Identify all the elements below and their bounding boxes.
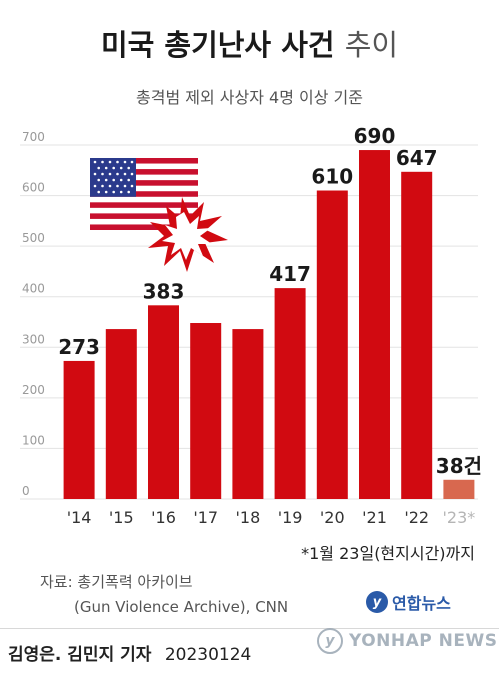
title-light: 추이 — [344, 28, 399, 62]
x-tick-label: '17 — [193, 508, 218, 527]
data-label: 273 — [58, 335, 100, 359]
title-bold: 미국 총기난사 사건 — [100, 28, 335, 62]
source-line-1: 자료: 총기폭력 아카이브 — [40, 573, 193, 591]
x-tick-label: '16 — [151, 508, 176, 527]
bar-14 — [63, 360, 95, 499]
yonhap-watermark-icon: y — [317, 628, 343, 654]
yonhap-watermark: y YONHAP NEWS — [317, 628, 497, 654]
bar-21 — [359, 150, 390, 500]
bar-17 — [190, 323, 222, 499]
bar-16 — [148, 305, 179, 499]
watermark-text: YONHAP NEWS — [349, 631, 498, 651]
credit-author: 김영은. 김민지 기자 — [8, 645, 152, 665]
data-label: 38건 — [436, 454, 482, 478]
y-tick-label: 700 — [22, 130, 45, 144]
yonhap-logo-icon: y — [366, 591, 388, 613]
chart-title: 미국 총기난사 사건 추이 — [0, 22, 499, 64]
x-tick-label: '14 — [67, 508, 92, 527]
logo-text: 연합뉴스 — [392, 594, 451, 613]
x-axis-ticks: '14 '15 '16 '17 '18 '19 '20 '21 '22 '23* — [67, 508, 476, 527]
divider — [0, 628, 499, 629]
x-tick-label: '21 — [362, 508, 387, 527]
y-tick-label: 500 — [22, 231, 45, 245]
source-line-2: (Gun Violence Archive), CNN — [74, 598, 289, 616]
credit: 김영은. 김민지 기자 20230124 — [8, 640, 251, 665]
y-tick-label: 600 — [22, 181, 45, 195]
bar-22 — [401, 171, 433, 499]
y-tick-label: 400 — [22, 282, 45, 296]
x-tick-label: '20 — [320, 508, 345, 527]
y-tick-label: 0 — [22, 484, 30, 498]
x-tick-label: '18 — [236, 508, 261, 527]
us-flag-explosion-icon — [90, 158, 228, 272]
source: 자료: 총기폭력 아카이브 (Gun Violence Archive), CN… — [40, 570, 288, 620]
bar-20 — [316, 190, 348, 499]
y-tick-label: 300 — [22, 332, 45, 346]
chart-subtitle: 총격범 제외 사상자 4명 이상 기준 — [136, 88, 363, 107]
bar-18 — [232, 329, 264, 499]
yonhap-logo: y 연합뉴스 — [366, 590, 451, 614]
x-tick-label: '15 — [109, 508, 134, 527]
bar-23 — [443, 479, 475, 499]
footnote: *1월 23일(현지시간)까지 — [301, 544, 475, 563]
data-label: 610 — [311, 165, 353, 189]
bar-15 — [105, 329, 137, 499]
y-axis-ticks: 0 100 200 300 400 500 600 700 — [22, 130, 45, 498]
data-label: 383 — [143, 279, 185, 303]
credit-date: 20230124 — [164, 645, 252, 665]
x-tick-label: '19 — [278, 508, 303, 527]
bars — [63, 150, 475, 500]
x-tick-label: '23* — [443, 508, 476, 527]
bar-19 — [274, 288, 306, 499]
data-label: 690 — [354, 124, 396, 148]
data-label: 647 — [396, 146, 438, 170]
y-tick-label: 100 — [22, 433, 45, 447]
x-tick-label: '22 — [404, 508, 429, 527]
y-tick-label: 200 — [22, 383, 45, 397]
data-label: 417 — [269, 262, 311, 286]
